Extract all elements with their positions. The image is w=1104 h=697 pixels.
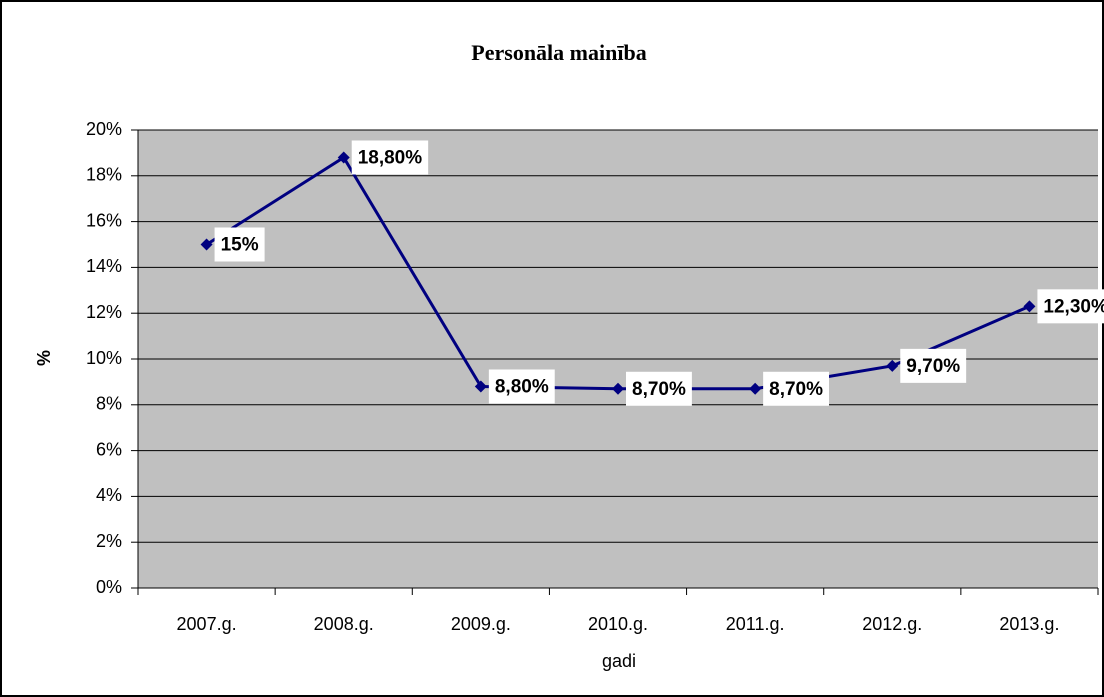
data-label: 8,80% bbox=[495, 376, 549, 397]
y-tick-label: 8% bbox=[96, 394, 122, 414]
marker bbox=[337, 151, 350, 164]
data-label-box bbox=[351, 140, 429, 175]
y-tick-label: 4% bbox=[96, 485, 122, 505]
y-axis-label: % bbox=[34, 350, 54, 366]
data-label-box bbox=[900, 348, 967, 383]
y-tick-label: 2% bbox=[96, 531, 122, 551]
data-label: 9,70% bbox=[906, 356, 960, 377]
x-tick-label: 2012.g. bbox=[862, 614, 922, 634]
y-tick-label: 12% bbox=[86, 302, 122, 322]
data-label: 15% bbox=[221, 235, 259, 256]
y-tick-label: 20% bbox=[86, 119, 122, 139]
y-tick-label: 6% bbox=[96, 439, 122, 459]
marker bbox=[474, 380, 487, 393]
marker bbox=[200, 238, 213, 251]
data-label: 12,30% bbox=[1043, 296, 1104, 317]
data-label-box bbox=[626, 371, 692, 406]
y-tick-label: 16% bbox=[86, 210, 122, 230]
data-label: 8,70% bbox=[632, 379, 686, 400]
data-label-box bbox=[214, 227, 265, 262]
y-tick-label: 10% bbox=[86, 348, 122, 368]
data-label-box bbox=[488, 369, 555, 404]
y-tick-label: 18% bbox=[86, 165, 122, 185]
marker bbox=[886, 359, 899, 372]
x-tick-label: 2009.g. bbox=[451, 614, 511, 634]
x-tick-label: 2007.g. bbox=[177, 614, 237, 634]
x-tick-label: 2011.g. bbox=[726, 614, 785, 634]
data-label: 8,70% bbox=[769, 379, 823, 400]
data-label-box bbox=[1037, 289, 1104, 324]
x-tick-label: 2008.g. bbox=[314, 614, 374, 634]
marker bbox=[1023, 300, 1036, 313]
y-tick-label: 14% bbox=[86, 256, 122, 276]
marker bbox=[749, 382, 762, 395]
x-tick-label: 2010.g. bbox=[588, 614, 648, 634]
chart-title: Personāla mainība bbox=[471, 40, 646, 65]
data-label: 18,80% bbox=[358, 147, 423, 168]
x-tick-label: 2013.g. bbox=[999, 614, 1059, 634]
marker bbox=[612, 382, 624, 395]
x-axis-label: gadi bbox=[602, 651, 636, 671]
y-tick-label: 0% bbox=[96, 577, 122, 597]
data-label-box bbox=[763, 371, 830, 406]
